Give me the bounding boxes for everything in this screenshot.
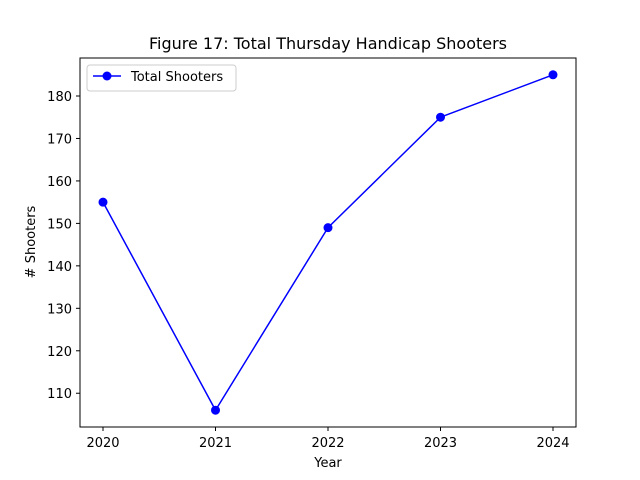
y-tick-label: 150 [47,217,72,232]
legend-box [86,64,237,92]
x-axis: 2020 2021 2022 2023 2024 [86,427,570,451]
data-point [436,112,445,122]
chart-title: Figure 17: Total Thursday Handicap Shoot… [149,34,507,53]
x-tick-label: 2023 [424,436,457,451]
y-tick-label: 180 [47,90,72,105]
y-tick-label: 170 [47,132,72,147]
x-tick-label: 2020 [86,436,119,451]
series-layer [98,70,558,415]
y-tick-label: 130 [47,302,72,317]
legend-marker [102,71,112,81]
data-point [548,70,558,80]
legend-entry-label: Total Shooters [130,70,223,85]
y-tick-label: 120 [47,345,72,360]
data-point [211,405,220,415]
y-tick-label: 140 [47,260,72,275]
data-point [323,223,333,233]
data-point [98,197,108,207]
x-tick-label: 2021 [199,436,232,451]
legend: Total Shooters [86,64,237,92]
x-tick-label: 2024 [536,436,569,451]
y-axis: 110 120 130 140 150 160 170 180 [47,90,80,402]
y-axis-title: # Shooters [24,205,39,278]
x-tick-label: 2022 [311,436,344,451]
y-tick-label: 110 [47,387,72,402]
y-tick-label: 160 [47,175,72,190]
x-axis-title: Year [313,456,342,471]
